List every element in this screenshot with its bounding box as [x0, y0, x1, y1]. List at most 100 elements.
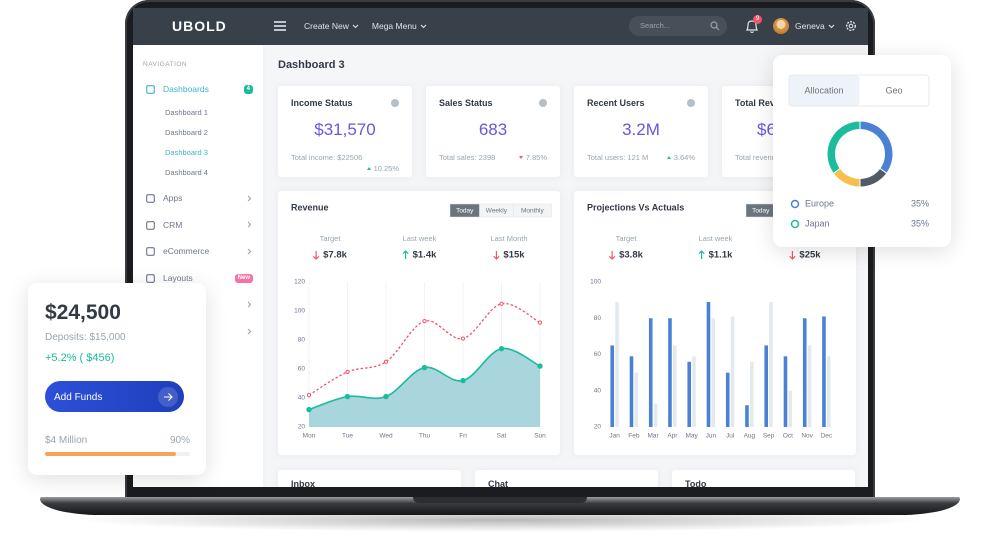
nav-label: Apps: [163, 193, 183, 203]
widget-card: [672, 470, 855, 487]
settings-icon: [845, 20, 857, 32]
widget-title: Inbox: [291, 479, 315, 487]
stat-value: 3.2M: [622, 120, 660, 139]
nav-item[interactable]: eCommerce: [140, 242, 258, 260]
nav-icon-shape: [146, 194, 155, 203]
nav-subitem[interactable]: Dashboard 1: [165, 108, 208, 117]
stat-title: Sales Status: [439, 98, 493, 109]
wallet-deposits: Deposits: $15,000: [45, 331, 126, 343]
menu-toggle: [274, 21, 286, 31]
trend-arrow: [366, 167, 371, 170]
chevron-stroke: [247, 195, 252, 201]
wallet-change: +5.2% ( $456): [45, 351, 115, 364]
stat-footer: Total sales: 2398 7.85%: [439, 152, 547, 163]
chart-card: [278, 191, 560, 455]
goal-label: $4 Million: [45, 434, 88, 446]
nav-item[interactable]: Dashboards 4: [140, 80, 258, 98]
top-menu-item[interactable]: Create New: [304, 20, 349, 31]
search-icon-ring: [710, 21, 718, 29]
nav-icon-shape: [146, 85, 155, 94]
stat-footer-text: Total users: 121 M: [587, 153, 649, 162]
user-name[interactable]: Geneva: [795, 20, 825, 31]
stat-card: Sales Status 683 Total sales: 2398 7.85%: [426, 86, 560, 177]
page-title: Dashboard 3: [278, 58, 345, 71]
nav-subitem[interactable]: Dashboard 4: [165, 168, 208, 177]
user-avatar[interactable]: [773, 18, 789, 34]
wallet-card: [28, 283, 206, 475]
chevron-icon: [420, 24, 427, 29]
chevron-stroke: [247, 221, 252, 228]
stat-footer: Total income: $22506 10.25%: [291, 152, 399, 174]
stat-value: $31,570: [314, 120, 376, 139]
stat-title: Total Reve: [735, 98, 780, 109]
stat-title: Recent Users: [587, 98, 645, 109]
chevron-stroke: [247, 301, 252, 308]
stat-change: 10.25%: [361, 163, 399, 174]
nav-subitem[interactable]: Dashboard 3: [165, 148, 208, 157]
gear-ring: [845, 20, 857, 32]
gear-hub: [848, 23, 854, 29]
notification-bell: [746, 20, 758, 34]
sidebar-heading: NAVIGATION: [143, 61, 188, 69]
top-menu-item[interactable]: Mega Menu: [371, 20, 417, 31]
stat-footer-text: Total revenu: [735, 153, 776, 162]
add-funds-button[interactable]: [45, 381, 184, 412]
widget-card: [278, 470, 461, 487]
nav-icon: [146, 274, 155, 283]
stat-value: $6: [757, 120, 776, 139]
stat-footer: Total revenu: [735, 152, 843, 163]
stat-change: 7.85%: [513, 152, 547, 163]
nav-icon-shape: [146, 247, 155, 257]
chevron-stroke: [352, 24, 359, 29]
goal-percent: 90%: [169, 434, 190, 446]
laptop-notch: [413, 497, 587, 503]
nav-label: eCommerce: [163, 246, 210, 257]
chevron-icon: [247, 301, 252, 308]
stat-footer-text: Total income: $22506: [291, 153, 363, 162]
stat-change: 3.64%: [661, 152, 695, 163]
stat-footer: Total users: 121 M 3.64%: [587, 152, 695, 163]
chevron-icon: [247, 328, 252, 335]
nav-label: Dashboards: [163, 84, 209, 94]
screen: UBOLD Create New Mega Menu Search... 9 Geneva…: [133, 8, 868, 487]
nav-subitem[interactable]: Dashboard 2: [165, 128, 208, 137]
widget-title: Chat: [488, 479, 508, 487]
nav-item[interactable]: Apps: [140, 189, 258, 207]
nav-item[interactable]: CRM: [140, 216, 258, 234]
chevron-icon: [352, 24, 359, 29]
button-arrow: [164, 393, 173, 401]
info-icon: [539, 99, 547, 107]
nav-icon-shape: [146, 274, 155, 283]
nav-label: CRM: [163, 219, 183, 230]
chevron-stroke: [420, 24, 427, 29]
chevron-icon: [247, 248, 252, 255]
info-icon: [687, 99, 695, 107]
search-box[interactable]: [629, 16, 727, 36]
nav-icon: [146, 220, 155, 230]
nav-icon: [146, 85, 155, 94]
goal-progress: [45, 452, 176, 456]
laptop-base: [40, 497, 960, 515]
stat-change-value: 7.85%: [525, 153, 547, 162]
stat-footer-text: Total sales: 2398: [439, 153, 496, 162]
chevron-icon: [828, 24, 835, 29]
stat-card: Recent Users 3.2M Total users: 121 M 3.64%: [574, 86, 708, 177]
nav-icon-shape: [146, 220, 155, 230]
nav-item[interactable]: Layouts New: [140, 269, 258, 287]
chevron-icon: [247, 221, 252, 228]
chevron-stroke: [247, 328, 252, 335]
nav-label: Layouts: [163, 273, 193, 284]
arrow-shape: [164, 393, 173, 401]
stat-change-value: 3.64%: [673, 153, 695, 162]
stat-title: Income Status: [291, 98, 353, 109]
search-placeholder: Search...: [640, 21, 671, 31]
widget-card: [475, 470, 658, 487]
trend-arrow: [666, 156, 671, 159]
wallet-balance: $24,500: [45, 301, 121, 325]
nav-badge: New: [234, 273, 253, 283]
add-funds-label[interactable]: Add Funds: [54, 391, 103, 403]
notification-badge[interactable]: 9: [753, 15, 762, 24]
stat-card: Income Status $31,570 Total income: $22506…: [278, 86, 412, 177]
bell-shape: [746, 20, 758, 34]
